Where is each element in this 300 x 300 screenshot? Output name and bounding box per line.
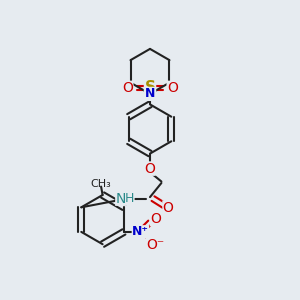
Text: O: O	[145, 162, 155, 176]
Text: N: N	[116, 192, 126, 206]
Text: CH₃: CH₃	[91, 178, 112, 189]
Text: N: N	[145, 87, 155, 101]
Text: O: O	[150, 212, 161, 226]
Text: O: O	[163, 201, 173, 214]
Text: H: H	[125, 192, 134, 205]
Text: N⁺: N⁺	[132, 225, 149, 239]
Text: O: O	[167, 81, 178, 95]
Text: S: S	[145, 80, 155, 95]
Text: O⁻: O⁻	[146, 238, 164, 252]
Text: O: O	[122, 81, 133, 95]
